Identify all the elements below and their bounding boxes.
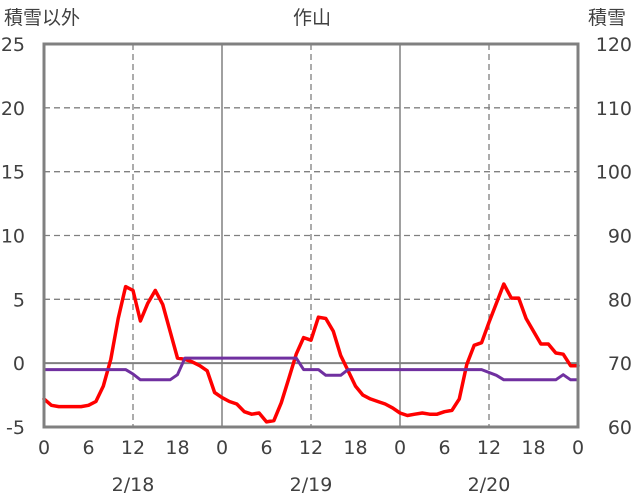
x-tick-label: 12 (299, 437, 323, 459)
chart-title: 作山 (293, 7, 331, 29)
date-label: 2/19 (290, 474, 333, 496)
x-tick-label: 18 (343, 437, 367, 459)
x-tick-label: 0 (216, 437, 228, 459)
left-y-tick-label: 10 (1, 226, 25, 248)
right-y-tick-label: 120 (596, 34, 632, 56)
left-y-tick-label: -5 (6, 417, 25, 439)
right-y-tick-labels: 120 110 100 90 80 70 60 (596, 34, 632, 439)
right-axis-label: 積雪 (588, 7, 626, 29)
left-y-tick-label: 20 (1, 98, 25, 120)
right-y-tick-label: 60 (608, 417, 632, 439)
left-y-tick-labels: 25 20 15 10 5 0 -5 (1, 34, 25, 439)
x-tick-label: 6 (82, 437, 94, 459)
left-y-tick-label: 25 (1, 34, 25, 56)
plot-frame (42, 42, 580, 429)
x-tick-label: 0 (394, 437, 406, 459)
right-y-tick-label: 90 (608, 226, 632, 248)
x-tick-label: 6 (260, 437, 272, 459)
x-tick-label: 0 (38, 437, 50, 459)
right-y-tick-label: 100 (596, 162, 632, 184)
left-y-tick-label: 5 (13, 289, 25, 311)
left-y-tick-label: 0 (13, 353, 25, 375)
right-y-tick-label: 110 (596, 98, 632, 120)
left-y-tick-label: 15 (1, 162, 25, 184)
right-y-tick-label: 70 (608, 353, 632, 375)
left-axis-label: 積雪以外 (4, 7, 80, 29)
x-tick-label: 12 (121, 437, 145, 459)
x-tick-label: 12 (477, 437, 501, 459)
date-labels: 2/18 2/19 2/20 (112, 474, 511, 496)
temperature-line (42, 282, 580, 424)
date-label: 2/20 (468, 474, 511, 496)
snow-depth-line (42, 356, 580, 382)
x-tick-label: 0 (572, 437, 584, 459)
date-label: 2/18 (112, 474, 155, 496)
right-y-tick-label: 80 (608, 289, 632, 311)
x-tick-label: 6 (438, 437, 450, 459)
x-tick-labels: 0 6 12 18 0 6 12 18 0 6 12 18 0 (38, 437, 584, 459)
x-tick-label: 18 (165, 437, 189, 459)
series-lines (42, 282, 580, 424)
x-tick-label: 18 (521, 437, 545, 459)
